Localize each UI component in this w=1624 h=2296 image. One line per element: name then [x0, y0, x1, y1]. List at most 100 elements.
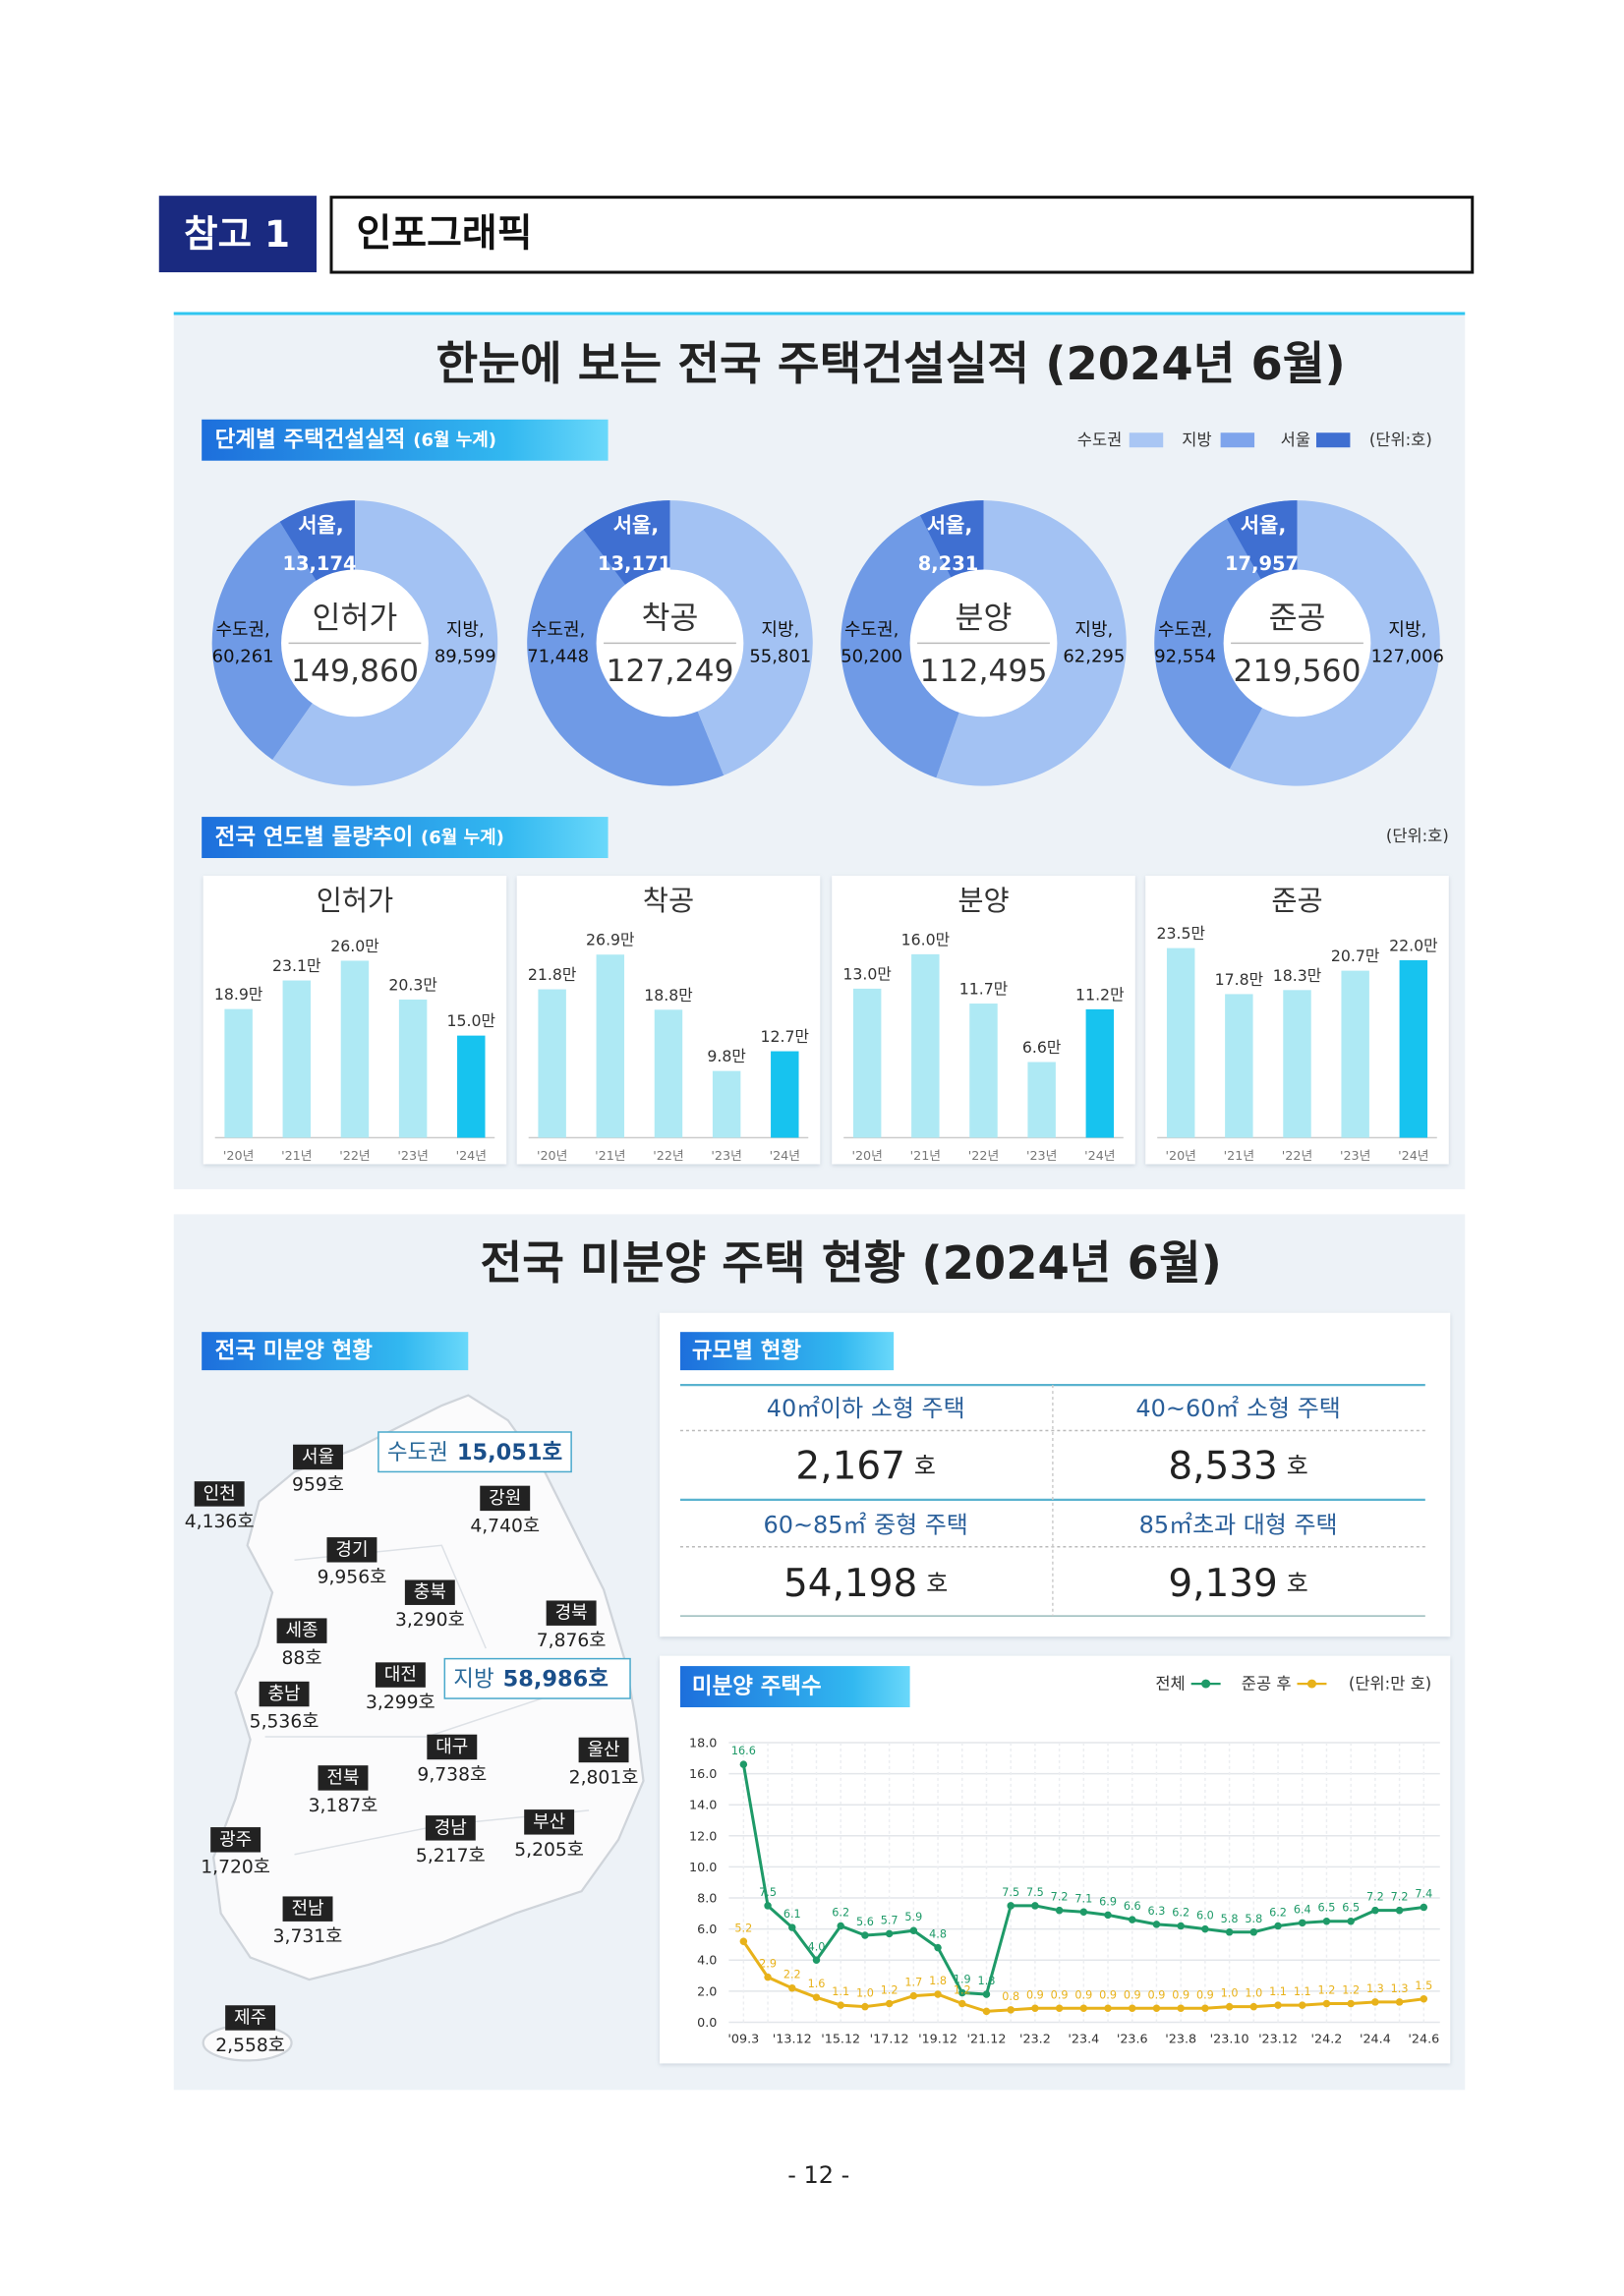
legend-label: 준공 후: [1242, 1675, 1292, 1693]
pie-total: 127,249: [606, 654, 733, 689]
pie-slice: [583, 500, 670, 589]
legend-swatch: [1129, 432, 1164, 448]
bar-title: 준공: [1271, 885, 1322, 917]
pie-label: 지방,: [761, 619, 799, 640]
region-tag: [578, 1737, 629, 1763]
region-value: 2,558호: [215, 2036, 285, 2056]
x-tick-label: '21.12: [967, 2031, 1007, 2045]
data-label: 4.8: [929, 1928, 947, 1941]
group-box: [443, 1657, 631, 1699]
data-point: [1420, 1995, 1428, 2003]
pie-value: 89,599: [435, 646, 496, 666]
legend-dot: [1306, 1679, 1316, 1689]
size-unit: 호: [1287, 1452, 1308, 1479]
pie-total: 112,495: [919, 654, 1047, 689]
data-label: 6.3: [1148, 1905, 1166, 1918]
region-name: 전북: [326, 1767, 359, 1788]
x-tick-label: '24년: [1398, 1148, 1428, 1163]
data-point: [1274, 2001, 1282, 2009]
data-point: [1299, 1919, 1306, 1927]
section-label: 미분양 주택수: [692, 1674, 822, 1699]
pie-title: 착공: [642, 601, 699, 636]
region-value: 5,536호: [250, 1712, 319, 1733]
bar-value-label: 21.8만: [528, 965, 576, 984]
bar: [1399, 959, 1428, 1138]
data-point: [764, 1902, 772, 1910]
legend-label: 지방: [1182, 430, 1211, 449]
size-value: 2,167 호: [795, 1444, 935, 1488]
data-label: 1.6: [808, 1978, 826, 1990]
bar: [282, 980, 312, 1138]
x-tick-label: '19.12: [918, 2031, 957, 2045]
region-value: 3,731호: [273, 1926, 343, 1947]
data-point: [1347, 1917, 1355, 1925]
pie-value: 8,231: [918, 552, 979, 575]
data-point: [861, 2002, 869, 2011]
data-point: [788, 1923, 796, 1931]
data-point: [1129, 2004, 1136, 2012]
badge-box: [158, 196, 318, 273]
pie-label: 서울,: [1241, 514, 1287, 538]
legend-label: 수도권: [1077, 430, 1122, 449]
region-value: 959호: [292, 1474, 344, 1495]
section-label-text: 단계별 주택건설실적: [215, 428, 414, 453]
bar-value-label: 26.0만: [330, 937, 378, 955]
data-label: 1.5: [1415, 1980, 1432, 1992]
bar: [1166, 947, 1195, 1138]
data-label: 1.7: [904, 1977, 922, 1989]
legend-label: 전체: [1155, 1675, 1185, 1693]
bar: [1283, 990, 1311, 1138]
pie-label: 수도권,: [531, 619, 585, 640]
size-number: 8,533: [1168, 1444, 1277, 1488]
region-name: 충남: [268, 1684, 301, 1704]
bar: [654, 1009, 683, 1138]
data-label: 1.2: [1318, 1984, 1336, 1997]
data-point: [1225, 1928, 1234, 1936]
bar: [1225, 994, 1253, 1138]
region-value: 1,720호: [201, 1858, 270, 1878]
data-point: [885, 1999, 894, 2008]
bar-value-label: 26.9만: [586, 931, 634, 949]
bar: [1085, 1008, 1115, 1138]
pie-value: 127,006: [1371, 646, 1444, 666]
bar-value-label: 22.0만: [1389, 936, 1437, 954]
pie-title: 인허가: [313, 601, 398, 636]
region-value: 4,740호: [470, 1516, 540, 1536]
data-label: 6.5: [1342, 1902, 1360, 1915]
data-label: 1.1: [832, 1985, 849, 1998]
pie-value: 55,801: [749, 646, 811, 666]
data-label: 16.6: [731, 1745, 756, 1757]
region-value: 5,205호: [514, 1840, 584, 1861]
region-name: 제주: [234, 2007, 266, 2028]
size-unit: 호: [914, 1452, 936, 1479]
region-tag: [375, 1662, 426, 1688]
data-point: [982, 1990, 991, 1998]
size-unit: 호: [926, 1570, 948, 1597]
section-label-box: [202, 817, 609, 859]
region-value: 3,290호: [395, 1610, 465, 1631]
data-point: [885, 1929, 894, 1938]
data-label: 2.2: [783, 1969, 801, 1981]
bar: [852, 988, 882, 1138]
data-point: [958, 1988, 966, 1997]
data-label: 0.9: [1099, 1988, 1117, 2001]
data-point: [1420, 1903, 1428, 1912]
data-label: 6.2: [1172, 1907, 1189, 1920]
group-box: [377, 1431, 572, 1473]
pie-label: 서울,: [613, 514, 660, 538]
bar-value-label: 20.3만: [388, 975, 436, 994]
section-label-box: [202, 1332, 469, 1371]
data-label: 6.5: [1318, 1902, 1336, 1915]
region-name: 전남: [291, 1899, 323, 1920]
bar: [457, 1035, 486, 1138]
pie-total: 149,860: [291, 654, 419, 689]
data-point: [1371, 1998, 1379, 2006]
y-tick-label: 8.0: [697, 1891, 717, 1906]
pie-slice: [272, 500, 498, 786]
unit-note: (단위:호): [1369, 430, 1432, 449]
data-label: 2.9: [759, 1958, 777, 1971]
region-tag: [524, 1809, 575, 1835]
y-tick-label: 18.0: [689, 1735, 717, 1750]
x-tick-label: '23.12: [1258, 2031, 1298, 2045]
